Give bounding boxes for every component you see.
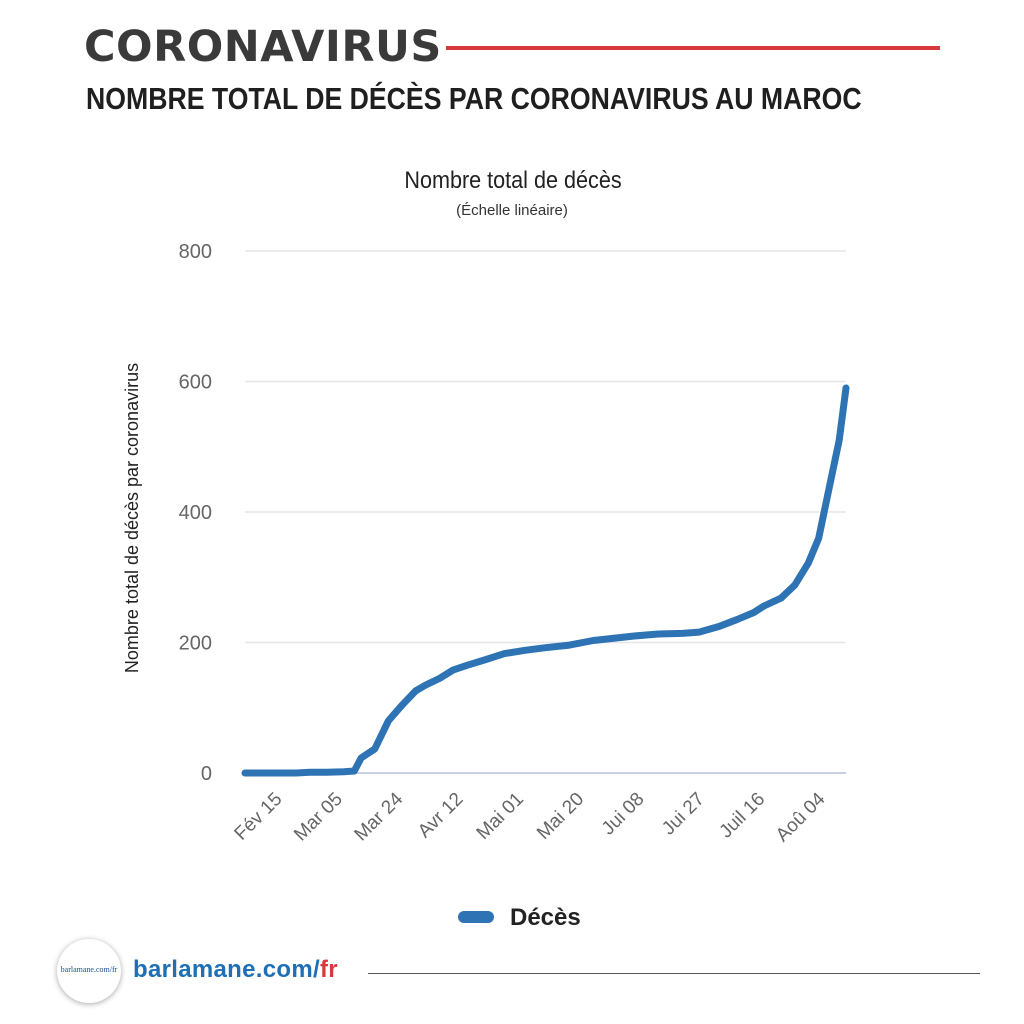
footer-site-main: barlamane.com/ — [133, 956, 320, 983]
brand-title: CORONAVIRUS — [84, 22, 442, 72]
y-tick-label: 400 — [179, 502, 212, 524]
x-tick-label: Avr 12 — [414, 789, 467, 842]
x-tick-label: Fév 15 — [231, 789, 287, 845]
x-tick-label: Mar 05 — [290, 789, 347, 846]
x-tick-label: Aoû 04 — [772, 788, 830, 846]
legend-swatch — [458, 911, 494, 923]
legend-label: Décès — [510, 904, 581, 931]
footer-logo-text: barlamane.com/fr — [60, 965, 118, 974]
legend: Décès — [458, 904, 581, 931]
y-tick-label: 800 — [179, 241, 212, 263]
x-tick-label: Mar 24 — [351, 788, 408, 845]
headline: NOMBRE TOTAL DE DÉCÈS PAR CORONAVIRUS AU… — [86, 81, 862, 116]
x-tick-label: Mai 01 — [473, 789, 528, 844]
y-tick-label: 600 — [179, 372, 212, 394]
y-tick-labels: 0 200 400 600 800 — [179, 241, 212, 785]
chart-title: Nombre total de décès — [404, 166, 621, 193]
deaths-chart: Nombre total de décès (Échelle linéaire)… — [122, 166, 850, 931]
series-line-deces — [241, 384, 850, 777]
footer-rule — [368, 973, 980, 974]
y-tick-label: 200 — [179, 633, 212, 655]
footer-logo: barlamane.com/fr — [57, 939, 121, 1003]
x-tick-label: Jui 27 — [658, 789, 709, 840]
footer-site-link[interactable]: barlamane.com/fr — [133, 956, 338, 984]
y-axis-label: Nombre total de décès par coronavirus — [122, 363, 142, 673]
chart-subtitle: (Échelle linéaire) — [456, 202, 568, 219]
x-tick-label: Mai 20 — [533, 789, 588, 844]
y-tick-label: 0 — [201, 763, 212, 785]
footer-site-accent: fr — [319, 956, 338, 983]
grid-lines — [245, 250, 846, 774]
x-tick-labels: Fév 15 Mar 05 Mar 24 Avr 12 Mai 01 Mai 20 Jui … — [231, 788, 830, 846]
brand-rule — [446, 46, 940, 50]
x-tick-label: Juil 16 — [716, 789, 770, 843]
x-tick-label: Jui 08 — [598, 789, 649, 840]
